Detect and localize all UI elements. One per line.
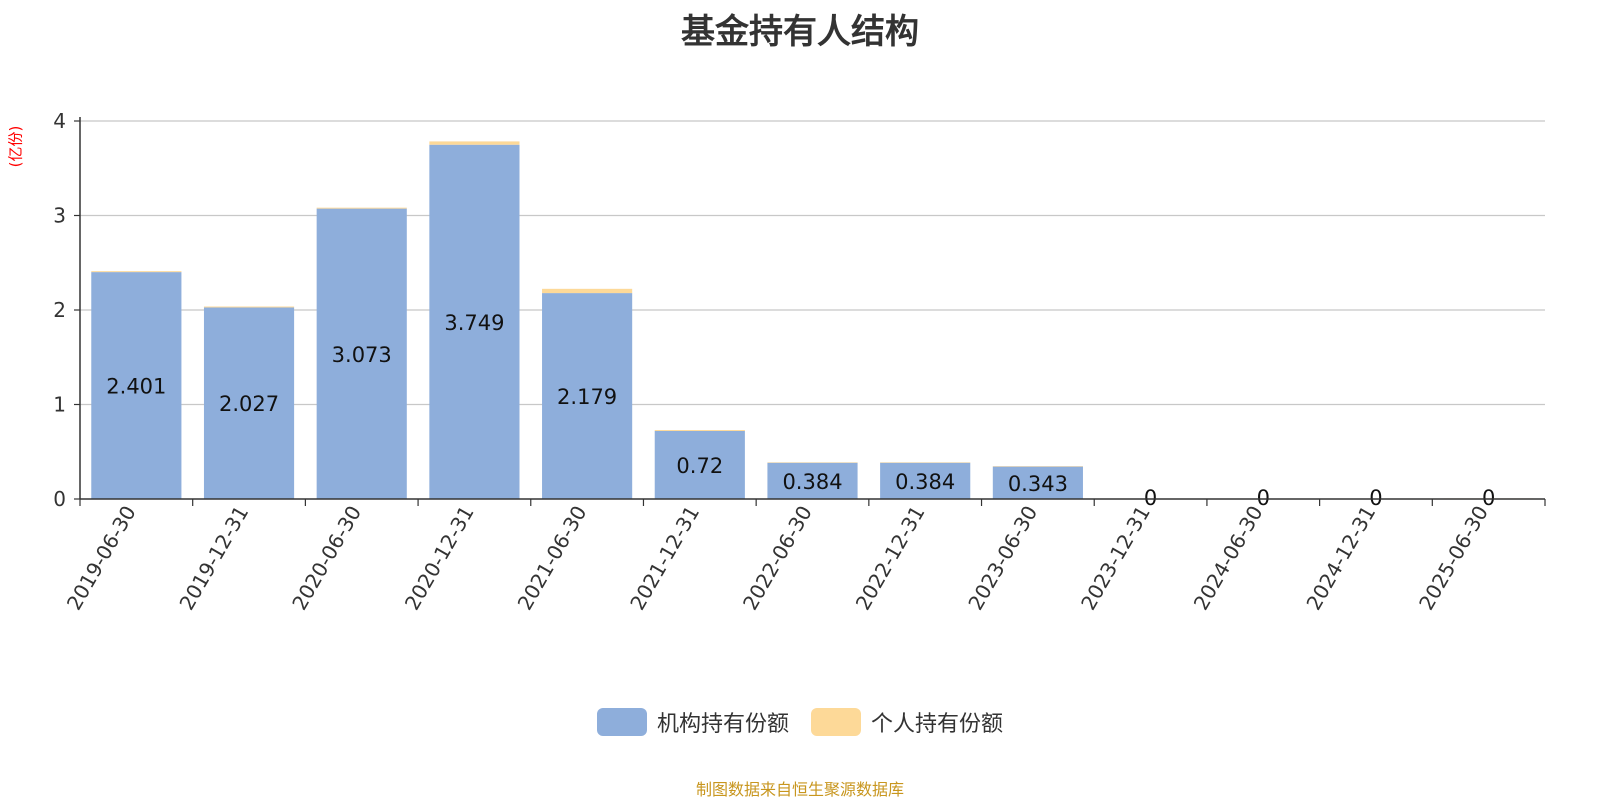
bar-value-label: 0 (1257, 486, 1270, 510)
bar-value-label: 0 (1144, 486, 1157, 510)
x-tick-label: 2024-06-30 (1189, 502, 1268, 615)
bar-institutional (767, 462, 858, 499)
y-tick-label: 2 (53, 298, 66, 322)
y-tick-label: 0 (53, 487, 66, 511)
bar-individual (203, 306, 295, 308)
bar-institutional (429, 144, 520, 500)
x-tick-label: 2019-06-30 (62, 502, 141, 615)
legend-label-individual: 个人持有份额 (871, 712, 1004, 737)
bar-individual (429, 141, 520, 145)
bar-institutional (91, 272, 182, 499)
bar-individual (542, 288, 633, 294)
x-tick-label: 2023-12-31 (1076, 502, 1155, 615)
bar-institutional (203, 307, 295, 499)
x-tick-label: 2020-12-31 (400, 502, 479, 615)
legend-item-individual[interactable]: 个人持有份额 (811, 706, 1003, 738)
x-tick-label: 2022-12-31 (851, 502, 930, 615)
legend-swatch-institutional (596, 708, 647, 736)
bar-institutional (654, 430, 745, 499)
legend-item-institutional[interactable]: 机构持有份额 (596, 706, 789, 738)
bar-individual (316, 207, 407, 209)
data-source-note: 制图数据来自恒生聚源数据库 (695, 780, 904, 799)
bar-institutional (542, 293, 633, 499)
x-tick-label: 2024-12-31 (1301, 502, 1380, 615)
x-tick-label: 2022-06-30 (738, 502, 817, 615)
x-tick-label: 2019-12-31 (174, 502, 253, 615)
legend: 机构持有份额 个人持有份额 (0, 706, 1600, 738)
y-tick-label: 1 (53, 393, 66, 417)
bar-institutional (316, 208, 407, 499)
x-tick-label: 2021-06-30 (513, 502, 592, 615)
legend-label-institutional: 机构持有份额 (656, 712, 789, 737)
bar-individual (654, 430, 745, 431)
y-tick-label: 4 (53, 109, 66, 133)
x-tick-label: 2023-06-30 (963, 502, 1042, 615)
bar-value-label: 3.749 (444, 311, 504, 335)
bar-value-label: 0 (1482, 486, 1495, 510)
legend-swatch-individual (811, 708, 861, 736)
bar-value-label: 2.401 (106, 375, 166, 399)
y-tick-label: 3 (53, 204, 66, 228)
x-tick-label: 2025-06-30 (1414, 502, 1493, 615)
x-tick-label: 2020-06-30 (287, 502, 366, 615)
bar-value-label: 2.179 (557, 385, 617, 409)
bar-individual (91, 271, 182, 273)
chart-title: 基金持有人结构 (681, 12, 919, 52)
bar-value-label: 0.72 (676, 454, 723, 478)
bar-chart: 0 1 2 3 4 2.401 2.027 3.073 3.749 2.179 0.72 0.384 0… (53, 109, 1546, 615)
bar-value-label: 0.384 (782, 470, 842, 494)
bar-value-label: 3.073 (332, 343, 392, 367)
bar-value-label: 2.027 (219, 392, 279, 416)
bar-institutional (880, 462, 971, 499)
bar-value-label: 0.343 (1008, 472, 1068, 496)
bar-value-label: 0.384 (895, 470, 955, 494)
bar-institutional (992, 466, 1083, 499)
x-tick-label: 2021-12-31 (625, 502, 704, 615)
bar-value-label: 0 (1369, 486, 1382, 510)
